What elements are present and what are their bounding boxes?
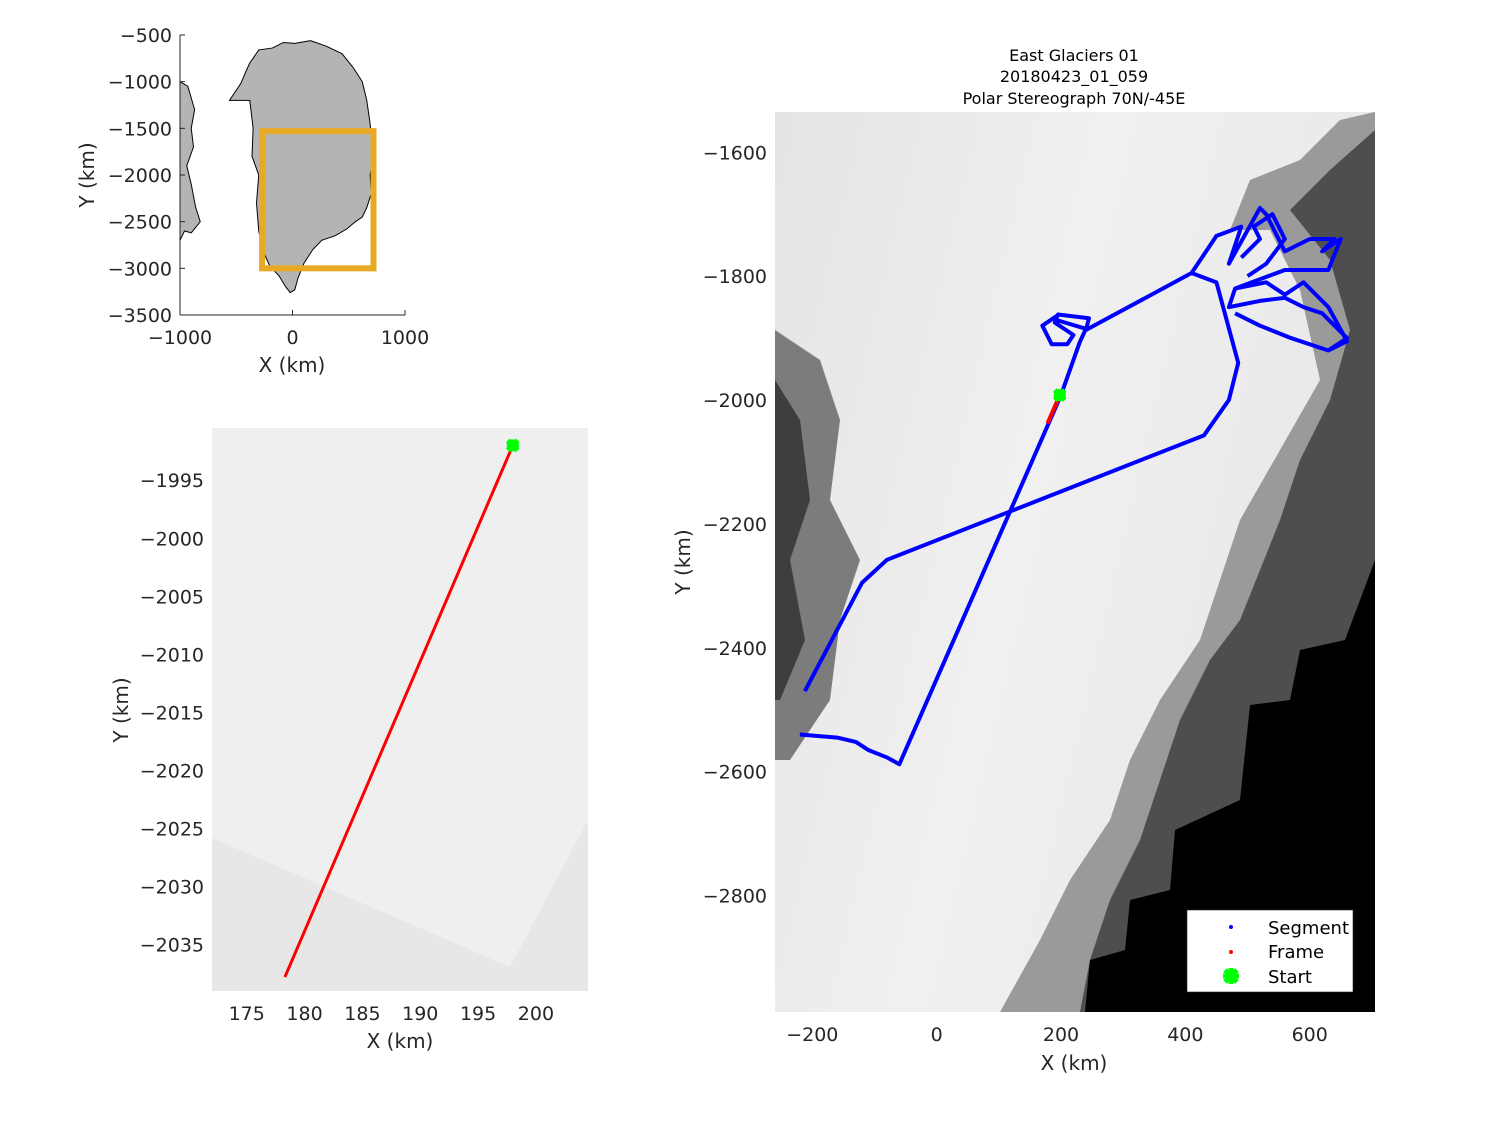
frame-zoom-y-tick-label: −2000: [140, 528, 204, 550]
legend: Segment Frame Start: [1186, 909, 1354, 993]
frame-zoom-y-tick-label: −2035: [140, 935, 204, 957]
overview-y-tick-label: −3500: [108, 305, 172, 327]
legend-frame-label: Frame: [1268, 942, 1324, 963]
overview-y-tick-label: −2000: [108, 165, 172, 187]
flight-map-title-line-3: Polar Stereograph 70N/-45E: [963, 89, 1186, 108]
segment-track-line: [1239, 212, 1287, 278]
greenland-landmass: [228, 40, 375, 294]
frame-zoom-y-tick-label: −2015: [140, 702, 204, 724]
flight-map-y-tick-label: −2400: [703, 638, 767, 660]
flight-map-series: [799, 206, 1350, 767]
frame-zoom-background-tile: [212, 820, 588, 991]
segment-start-marker: [1052, 388, 1067, 402]
overview-y-tick-label: −1500: [108, 118, 172, 140]
flight-map-y-ticks: −1600 −1800 −2000 −2200 −2400 −2600 −2800: [703, 142, 767, 908]
overview-land: [179, 40, 375, 294]
legend-start-marker: [1223, 968, 1239, 984]
overview-y-ticks: −500 −1000 −1500 −2000 −2500 −3000 −3500: [108, 25, 185, 327]
frame-zoom-axes: 175 180 185 190 195 200 −1995−2000−2005−2010−…: [109, 428, 588, 1053]
flight-map-x-ticks: −200 0 200 400 600: [786, 1024, 1328, 1046]
overview-x-axis-label: X (km): [259, 353, 326, 377]
flight-map-x-axis-label: X (km): [1041, 1051, 1108, 1075]
flight-map-y-tick-label: −2600: [703, 762, 767, 784]
flight-map-x-tick-label: 600: [1292, 1024, 1328, 1046]
ocean-area: [1085, 560, 1375, 1012]
frame-zoom-x-tick-label: 175: [229, 1003, 265, 1025]
overview-x-tick-label: 1000: [381, 327, 429, 349]
frame-zoom-x-tick-label: 195: [460, 1003, 496, 1025]
flight-map-image: [775, 112, 1375, 1012]
overview-x-ticks: −1000 0 1000: [148, 310, 429, 349]
legend-start-label: Start: [1268, 967, 1312, 988]
segment-track-line: [799, 271, 1241, 767]
frame-zoom-y-tick-label: −2010: [140, 644, 204, 666]
overview-y-tick-label: −1000: [108, 72, 172, 94]
frame-track-line: [283, 444, 515, 978]
frame-zoom-series: [283, 438, 520, 978]
overview-x-tick-label: 0: [286, 327, 298, 349]
flight-map-title-line-2: 20180423_01_059: [1000, 67, 1148, 87]
overview-y-tick-label: −2500: [108, 212, 172, 234]
frame-zoom-y-tick-label: −2025: [140, 818, 204, 840]
segment-track-line: [1234, 280, 1350, 353]
frame-zoom-y-tick-label: −2030: [140, 877, 204, 899]
flight-map-x-tick-label: 200: [1043, 1024, 1079, 1046]
overview-map-axes: −1000 0 1000 −500 −1000 −1500 −2000 −2500 −3000…: [75, 25, 429, 377]
frame-zoom-y-axis-label: Y (km): [109, 677, 133, 743]
frame-zoom-x-tick-label: 200: [518, 1003, 554, 1025]
flight-map-y-axis-label: Y (km): [671, 529, 695, 595]
overview-y-axis-label: Y (km): [75, 142, 99, 208]
flight-map-y-tick-label: −1800: [703, 266, 767, 288]
frame-zoom-x-tick-label: 180: [286, 1003, 322, 1025]
frame-zoom-y-ticks: −1995 −2000 −2005 −2010 −2015 −2020 −2025 −2030…: [140, 470, 204, 957]
flight-map-y-tick-label: −1600: [703, 142, 767, 164]
frame-zoom-y-tick-label: −2020: [140, 760, 204, 782]
overview-y-tick-label: −500: [120, 25, 172, 47]
frame-start-marker: [506, 438, 520, 453]
frame-zoom-x-tick-label: 190: [402, 1003, 438, 1025]
flight-map-y-tick-label: −2800: [703, 886, 767, 908]
frame-zoom-x-ticks: 175 180 185 190 195 200: [229, 1003, 554, 1025]
flight-map-axes: −200 0 200 400 600 −1600−1800−2000−2200−2400…: [671, 46, 1375, 1075]
overview-region-box: [259, 128, 377, 272]
frame-zoom-x-axis-label: X (km): [367, 1029, 434, 1053]
overview-y-tick-label: −3000: [108, 258, 172, 280]
region-box-outline: [259, 128, 377, 272]
frame-zoom-y-tick-label: −2005: [140, 586, 204, 608]
legend-frame-marker: [1229, 950, 1233, 954]
legend-segment-marker: [1229, 925, 1233, 929]
flight-map-y-tick-label: −2200: [703, 514, 767, 536]
canada-coast-landmass: [179, 80, 201, 241]
flight-map-y-tick-label: −2000: [703, 390, 767, 412]
flight-map-x-tick-label: 0: [931, 1024, 943, 1046]
legend-box: [1186, 909, 1354, 993]
flight-map-title-line-1: East Glaciers 01: [1009, 46, 1139, 65]
segment-track-line: [1189, 206, 1350, 353]
frame-zoom-y-tick-label: −1995: [140, 470, 204, 492]
flight-map-x-tick-label: −200: [786, 1024, 838, 1046]
frame-zoom-x-tick-label: 185: [344, 1003, 380, 1025]
overview-x-tick-label: −1000: [148, 327, 212, 349]
west-rock-dark: [775, 380, 810, 700]
legend-segment-label: Segment: [1268, 918, 1349, 939]
flight-map-x-tick-label: 400: [1167, 1024, 1203, 1046]
